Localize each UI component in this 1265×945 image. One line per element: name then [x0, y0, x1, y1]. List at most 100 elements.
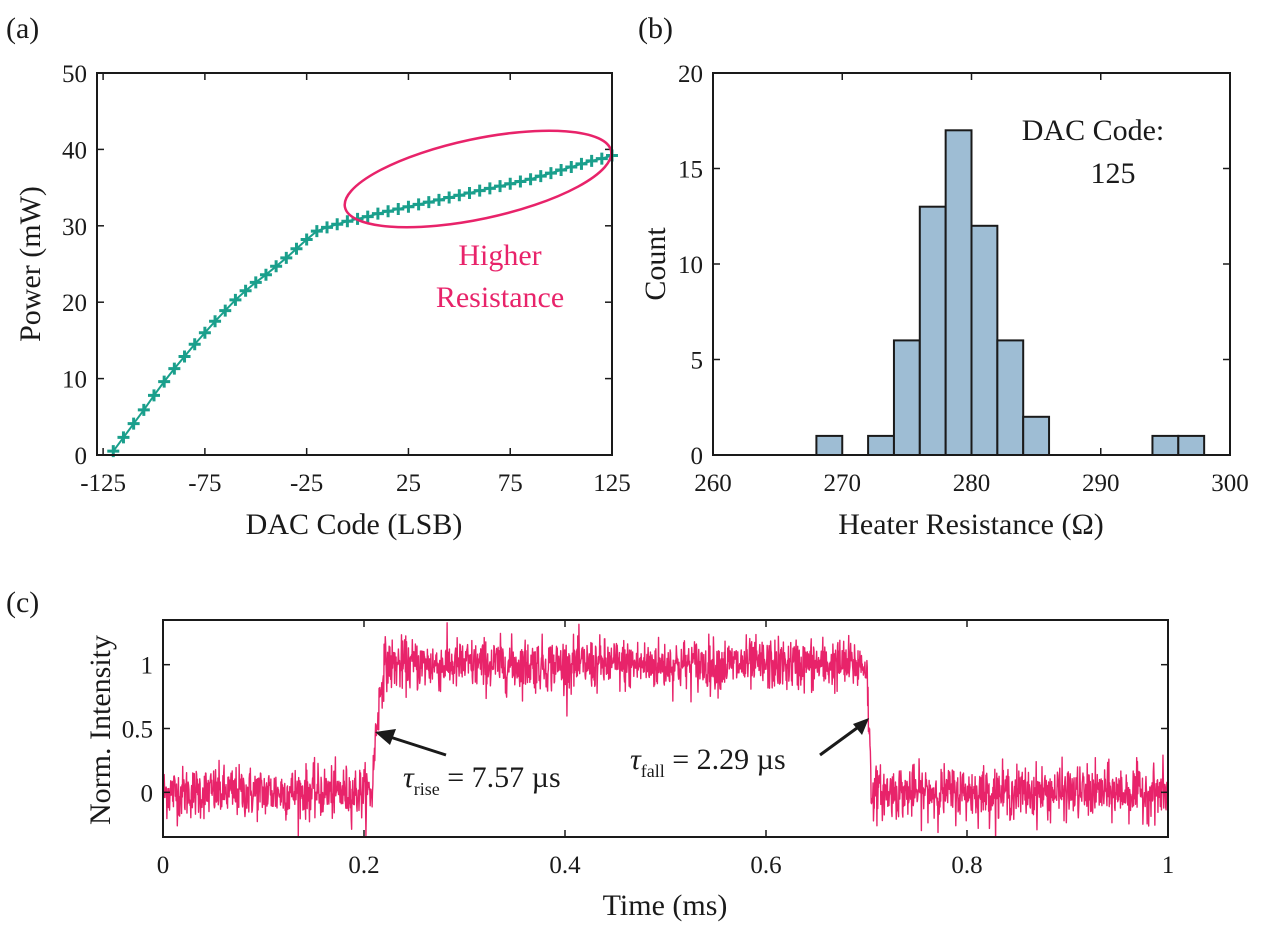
histogram-bar [970, 224, 999, 456]
power-data-point [382, 205, 395, 218]
panel-a-ytick-label: 50 [62, 61, 87, 88]
panel-b-xtick-label: 260 [694, 470, 732, 497]
panel-a-y-label: Power (mW) [14, 186, 47, 342]
panel-c-ticks: 0 0.2 0.4 0.6 0.8 1 0 0.5 1 [122, 620, 1175, 879]
dac-code-value: 125 [1091, 157, 1136, 190]
tau-rise-subscript: rise [414, 779, 440, 799]
resistance-label: Resistance [436, 281, 564, 314]
power-data-point [239, 284, 252, 297]
histogram-bar [892, 339, 921, 456]
panel-a-ytick-label: 30 [62, 214, 87, 241]
power-data-point [137, 403, 150, 416]
panel-a-xtick-label: 125 [593, 470, 631, 497]
power-data-point [575, 157, 588, 170]
power-data-point [361, 210, 374, 223]
panel-c-ytick-label: 1 [141, 653, 154, 680]
panel-b: (b) 260 270 280 290 300 0 5 10 15 20 DAC Code: 12… [638, 12, 1249, 541]
intensity-trace [163, 622, 1168, 837]
power-data-point [412, 198, 425, 211]
power-data-point [371, 207, 384, 220]
power-data-point [209, 315, 222, 328]
panel-c-xtick-label: 1 [1162, 852, 1175, 879]
tau-rise-annotation: τrise = 7.57 µs [403, 761, 561, 799]
panel-c: (c) 0 0.2 0.4 0.6 0.8 100.51 τrise = 7.57 µs … [6, 586, 1174, 922]
panel-b-xtick-label: 270 [824, 470, 862, 497]
histogram-bar [1022, 415, 1051, 456]
panel-c-xtick-label: 0 [157, 852, 170, 879]
panel-b-frame [712, 72, 1231, 456]
tau-rise-symbol: τ [403, 761, 415, 794]
rise-arrow [375, 729, 447, 757]
power-data-point [422, 196, 435, 209]
higher-resistance-ellipse [343, 129, 613, 229]
panel-b-x-label: Heater Resistance (Ω) [838, 508, 1104, 541]
panel-c-label: (c) [6, 586, 39, 619]
histogram-bar [918, 205, 947, 456]
tau-fall-value: = 2.29 µs [665, 743, 786, 776]
power-data-point [259, 268, 272, 281]
power-data-point [321, 221, 334, 234]
panel-a-xtick-label: -125 [80, 470, 126, 497]
power-data-point [280, 251, 293, 264]
histogram-bar [1177, 434, 1206, 456]
panel-b-ytick-label: 15 [678, 157, 703, 184]
power-data-point [504, 177, 517, 190]
panel-b-xtick-label: 290 [1082, 470, 1120, 497]
power-data-point [341, 215, 354, 228]
panel-b-ytick-label: 5 [691, 348, 704, 375]
panel-a-xtick-label: -25 [290, 470, 323, 497]
power-data-point [117, 431, 130, 444]
power-data-point [494, 180, 507, 193]
power-data-point [544, 167, 557, 180]
power-data-point [290, 242, 303, 255]
power-data-point [524, 173, 537, 186]
power-data-point [310, 225, 323, 238]
tau-fall-subscript: fall [641, 761, 665, 781]
power-data-point [514, 175, 527, 188]
panel-c-xtick-label: 0.2 [348, 852, 379, 879]
power-data-point [473, 184, 486, 197]
panel-b-ticks: 260 270 280 290 300 0 5 10 15 20 [678, 61, 1249, 497]
tau-fall-symbol: τ [630, 743, 642, 776]
power-data-point [432, 193, 445, 206]
histogram-bar [996, 339, 1025, 456]
power-data-point [392, 202, 405, 215]
panel-a-label: (a) [6, 12, 39, 45]
power-data-point [219, 304, 232, 317]
panel-a-xtick-label: -75 [188, 470, 221, 497]
histogram-bar [944, 129, 973, 457]
power-data-point [463, 186, 476, 199]
panel-a-ytick-label: 0 [75, 443, 88, 470]
panel-b-label: (b) [638, 12, 673, 45]
power-data-point [188, 338, 201, 351]
power-data-point [555, 164, 568, 177]
panel-b-bars [815, 129, 1206, 457]
higher-label: Higher [458, 239, 541, 272]
power-data-point [565, 160, 578, 173]
dac-code-label: DAC Code: [1022, 114, 1165, 147]
panel-c-frame [162, 619, 1169, 838]
panel-a-ticks: -125 -75 -25 25 75 125 0 10 20 30 40 50 [62, 61, 631, 497]
panel-a-xtick-label: 75 [498, 470, 523, 497]
tau-rise-value: = 7.57 µs [440, 761, 561, 794]
power-data-point [585, 154, 598, 167]
histogram-bar [867, 434, 895, 456]
power-data-point [300, 233, 313, 246]
histogram-bar [815, 434, 844, 456]
panel-c-xtick-label: 0.4 [549, 852, 581, 879]
power-data-point [483, 182, 496, 195]
panel-b-xtick-label: 280 [953, 470, 991, 497]
power-data-point [178, 350, 191, 363]
panel-c-xtick-label: 0.6 [750, 852, 781, 879]
panel-c-xtick-label: 0.8 [951, 852, 982, 879]
power-data-point [453, 189, 466, 202]
panel-a-ytick-label: 10 [62, 367, 87, 394]
power-data-point [249, 276, 262, 289]
power-data-point [595, 152, 608, 165]
power-data-point [534, 170, 547, 183]
tau-fall-annotation: τfall = 2.29 µs [630, 743, 786, 781]
power-data-point [270, 260, 283, 273]
panel-b-ytick-label: 0 [691, 443, 704, 470]
